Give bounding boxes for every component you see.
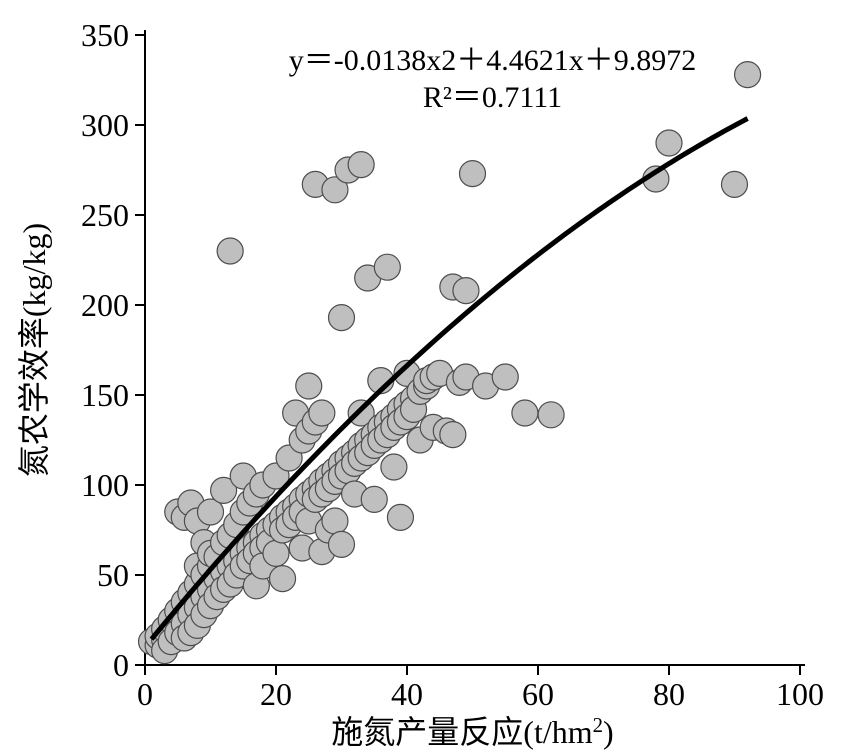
data-point: [387, 504, 413, 530]
scatter-chart: 0 20 40 60 80 100 0 50 100 150 200 250 300 350 施氮产量反应(…: [0, 0, 844, 752]
equation-line1: y＝-0.0138x2＋4.4621x＋9.8972: [289, 44, 697, 77]
data-point: [492, 364, 518, 390]
data-point: [270, 566, 296, 592]
chart-svg: 0 20 40 60 80 100 0 50 100 150 200 250 300 350 施氮产量反应(…: [0, 0, 844, 752]
y-tick-label: 150: [81, 377, 129, 413]
data-point: [263, 540, 289, 566]
data-point: [296, 373, 322, 399]
x-tick-label: 40: [391, 676, 423, 712]
data-point: [440, 422, 466, 448]
data-point: [460, 161, 486, 187]
y-tick-label: 0: [113, 647, 129, 683]
data-point: [217, 238, 243, 264]
data-point: [348, 152, 374, 178]
y-tick-label: 200: [81, 287, 129, 323]
data-point: [453, 278, 479, 304]
data-point: [329, 531, 355, 557]
data-point: [374, 254, 400, 280]
data-point: [538, 402, 564, 428]
y-tick-label: 350: [81, 17, 129, 53]
data-point: [322, 508, 348, 534]
data-point: [329, 305, 355, 331]
x-tick-label: 60: [522, 676, 554, 712]
equation-line2: R²＝0.7111: [423, 81, 562, 114]
data-point: [656, 130, 682, 156]
data-point: [722, 171, 748, 197]
data-point: [381, 454, 407, 480]
x-tick-label: 0: [137, 676, 153, 712]
x-tick-label: 20: [260, 676, 292, 712]
x-tick-label: 80: [653, 676, 685, 712]
y-tick-label: 250: [81, 197, 129, 233]
data-point: [361, 486, 387, 512]
x-axis-label: 施氮产量反应(t/hm2): [331, 714, 613, 751]
data-point: [309, 400, 335, 426]
y-tick-label: 100: [81, 467, 129, 503]
data-point: [735, 62, 761, 88]
y-tick-label: 300: [81, 107, 129, 143]
y-tick-label: 50: [97, 557, 129, 593]
y-axis-label: 氮农学效率(kg/kg): [16, 223, 52, 477]
x-tick-label: 100: [776, 676, 824, 712]
data-point: [512, 400, 538, 426]
